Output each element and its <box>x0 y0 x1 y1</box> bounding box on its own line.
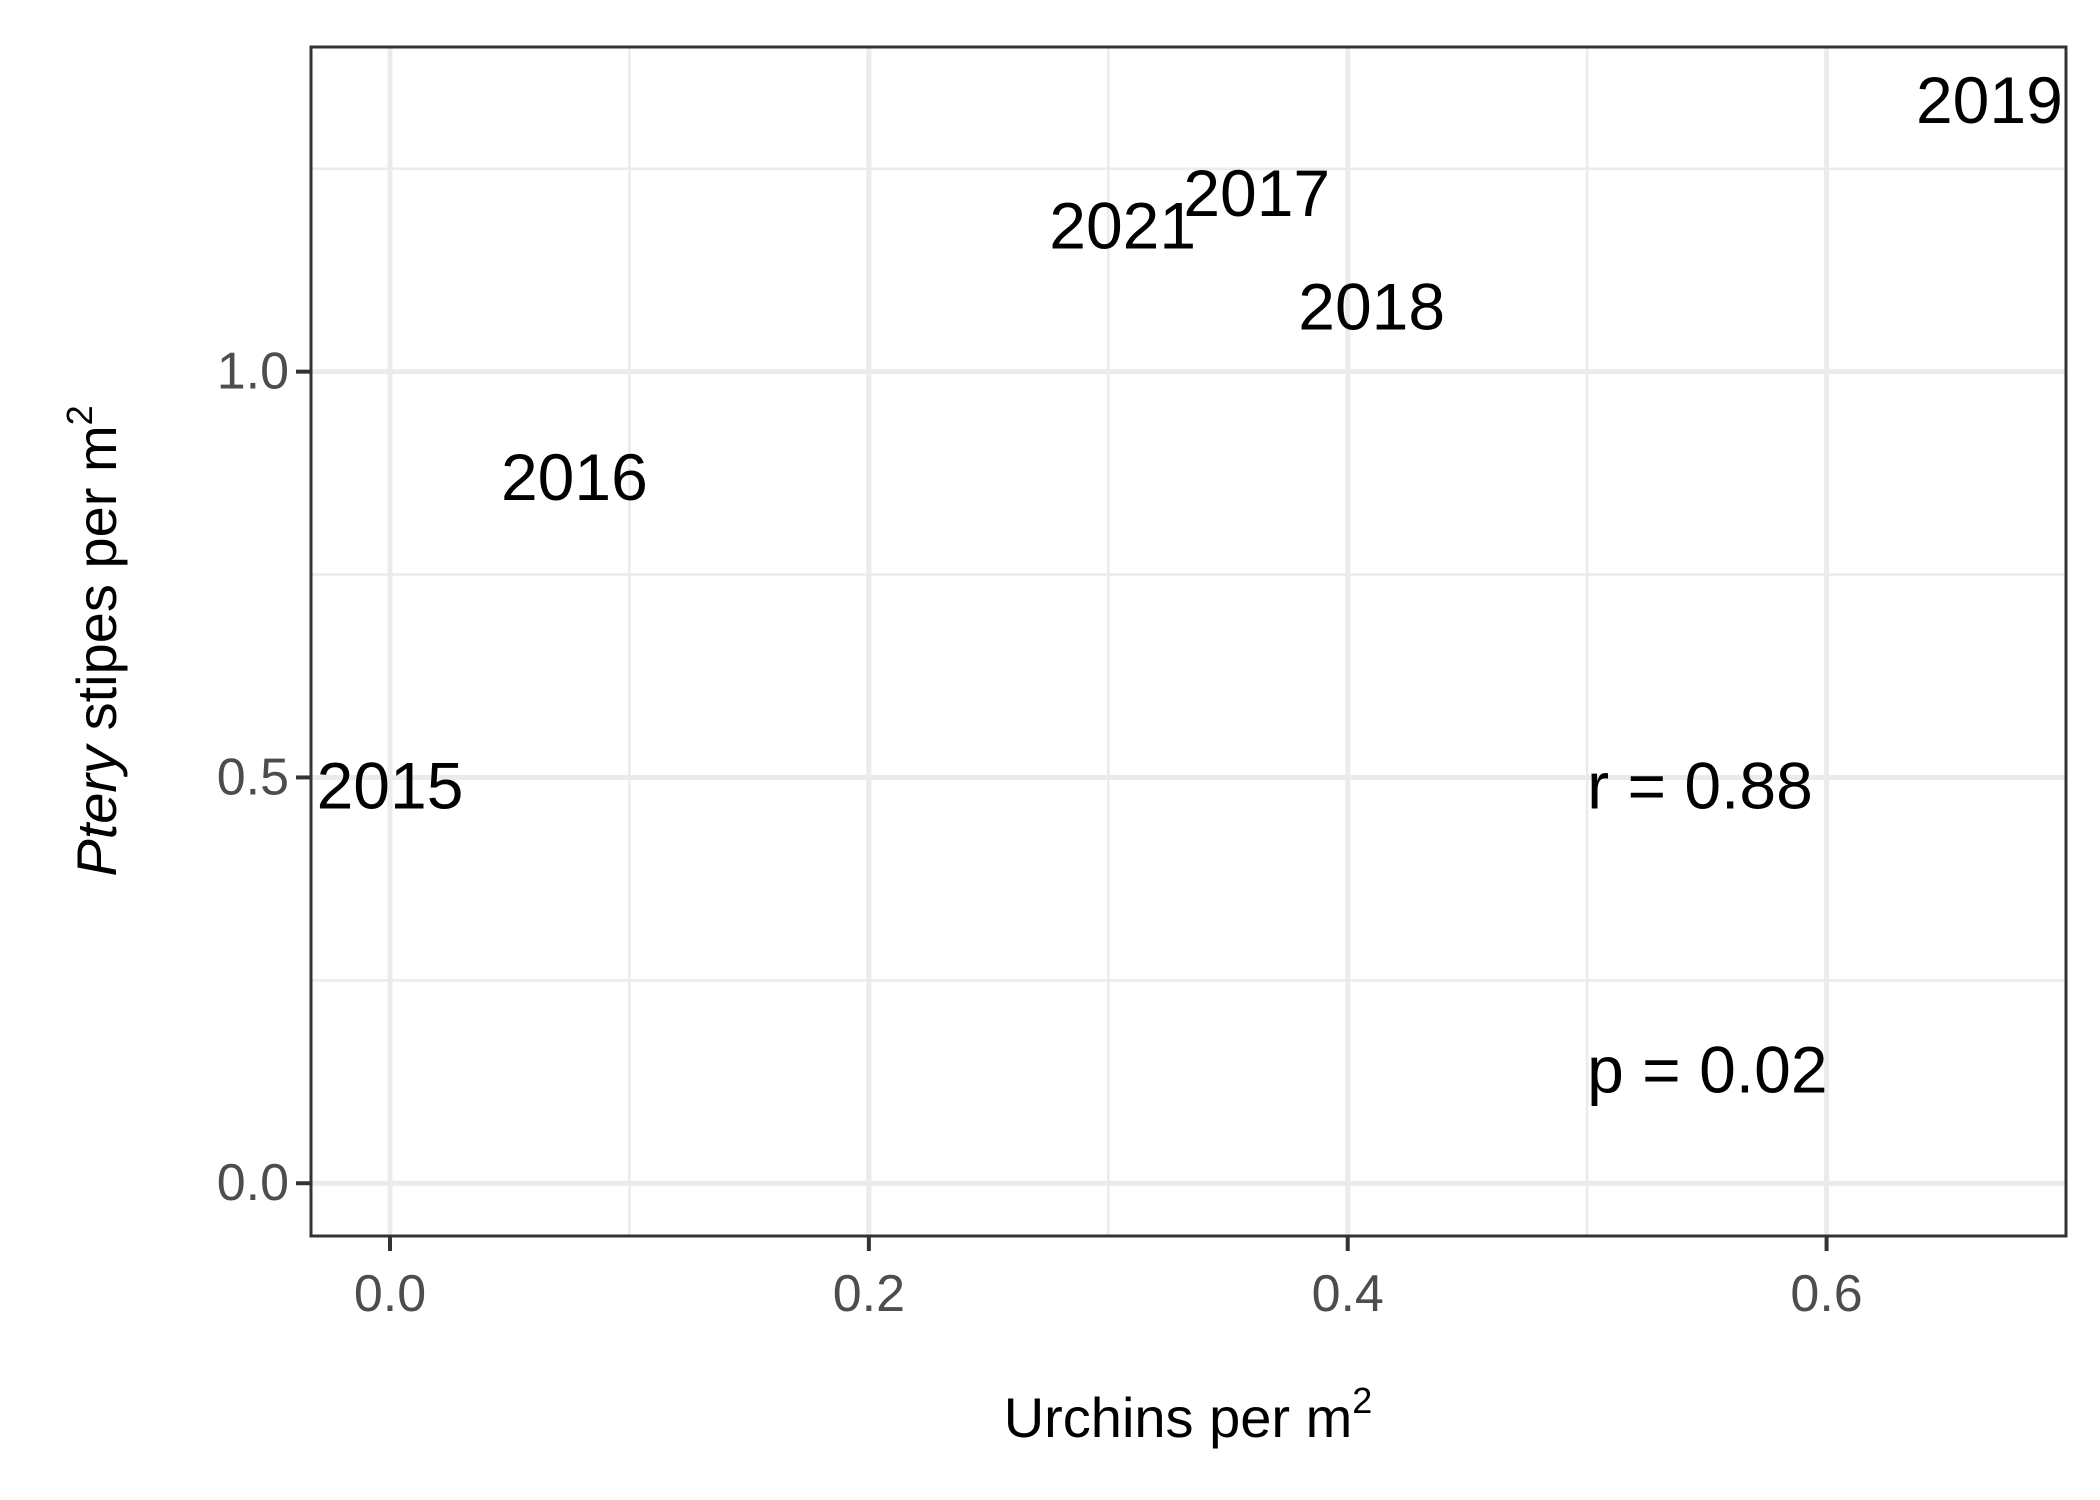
point-label: 2019 <box>1916 63 2063 137</box>
x-tick-label: 0.4 <box>1312 1265 1384 1323</box>
grid <box>311 47 2066 1236</box>
y-tick-label: 1.0 <box>217 343 289 401</box>
point-label: 2016 <box>501 440 648 514</box>
y-axis-title: Ptery stipes per m2 <box>59 405 128 876</box>
point-label: 2018 <box>1298 270 1445 344</box>
x-axis-title: Urchins per m2 <box>1004 1380 1373 1449</box>
x-tick-label: 0.0 <box>354 1265 426 1323</box>
point-label: 2015 <box>317 749 464 823</box>
point-label: 2021 <box>1049 189 1196 263</box>
x-tick-labels: 0.0 0.2 0.4 0.6 <box>354 1265 1863 1323</box>
plot-frame <box>309 45 2068 1238</box>
y-tick-labels: 0.0 0.5 1.0 <box>217 343 289 1213</box>
ticks <box>296 369 1829 1251</box>
stat-annotation: r = 0.88 <box>1587 749 1813 823</box>
y-tick-label: 0.0 <box>217 1154 289 1212</box>
point-labels: 2015 2016 2017 2018 2019 2021 <box>317 63 2063 823</box>
x-tick-label: 0.6 <box>1790 1265 1862 1323</box>
x-tick-label: 0.2 <box>833 1265 905 1323</box>
point-label: 2017 <box>1183 156 1330 230</box>
stat-annotation: p = 0.02 <box>1587 1033 1827 1107</box>
annotations: r = 0.88 p = 0.02 <box>1587 749 1827 1107</box>
y-tick-label: 0.5 <box>217 748 289 806</box>
